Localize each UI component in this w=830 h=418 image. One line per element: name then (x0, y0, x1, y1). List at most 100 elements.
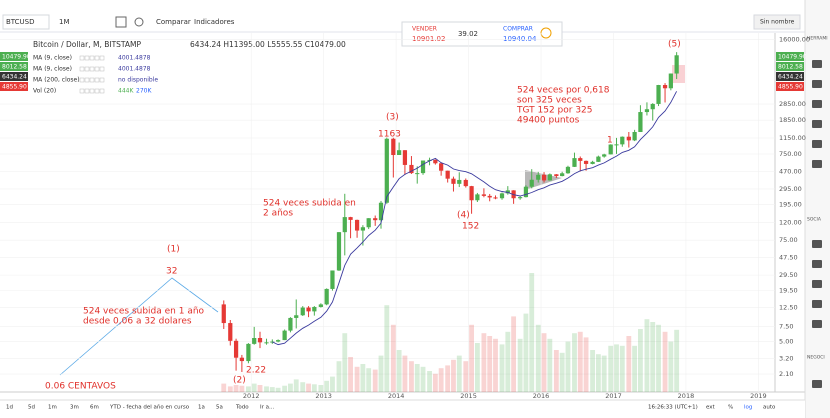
indicator-control[interactable] (89, 66, 95, 72)
indicator-name: MA (200, close) (33, 77, 80, 84)
side-icon[interactable] (812, 280, 822, 288)
side-icon[interactable] (812, 240, 822, 248)
candle-body (596, 156, 601, 162)
volume-bar (638, 329, 643, 392)
range-button[interactable]: 6m (90, 405, 99, 411)
side-icon[interactable] (812, 60, 822, 68)
price-badge-label: 4855.90 (2, 83, 27, 90)
buy-label[interactable]: COMPRAR (503, 26, 533, 33)
range-button[interactable]: 5a (216, 405, 223, 411)
y-tick-label: 2850.00 (779, 100, 806, 108)
side-icon[interactable] (812, 380, 822, 388)
indicator-control[interactable] (89, 88, 95, 94)
annotation: 2.22 (246, 366, 266, 376)
indicator-control[interactable] (84, 55, 90, 61)
candle-body (252, 338, 257, 344)
volume-bar (275, 387, 281, 392)
volume-bar (547, 338, 553, 392)
range-button[interactable]: YTD - fecha del año en curso (109, 405, 190, 411)
candle-body (583, 160, 589, 164)
indicator-control[interactable] (89, 77, 95, 83)
indicator-control[interactable] (99, 77, 105, 83)
side-icon[interactable] (812, 140, 822, 148)
settings-icon[interactable] (134, 17, 144, 27)
volume-bar (565, 341, 571, 392)
indicators[interactable]: Indicadores (194, 18, 235, 26)
volume-bar (487, 336, 493, 392)
side-icon[interactable] (812, 160, 822, 168)
indicator-control[interactable] (99, 66, 105, 72)
volume-bar (282, 385, 288, 392)
indicator-control[interactable] (84, 66, 90, 72)
indicator-control[interactable] (99, 88, 105, 94)
side-panel-label[interactable]: NEGOCI (807, 355, 825, 361)
candle-body (481, 194, 487, 196)
indicator-control[interactable] (79, 77, 85, 83)
scale-option[interactable]: auto (763, 405, 776, 411)
icon[interactable] (115, 16, 127, 28)
sell-price[interactable]: 10901.02 (412, 35, 445, 43)
side-panel-label[interactable]: SOCIA (807, 217, 822, 223)
side-icon[interactable] (812, 300, 822, 308)
scale-option[interactable]: ext (706, 405, 716, 411)
symbol[interactable]: BTCUSD (6, 18, 35, 26)
compare[interactable]: Comparar (156, 18, 191, 26)
layout-name[interactable]: Sin nombre (760, 19, 795, 26)
interval[interactable]: 1M (59, 18, 70, 26)
symbol-box[interactable] (2, 14, 50, 30)
side-icon[interactable] (812, 260, 822, 268)
indicator-control[interactable] (84, 88, 90, 94)
range-button[interactable]: Todo (235, 405, 249, 411)
indicator-control[interactable] (99, 55, 105, 61)
indicator-control[interactable] (94, 55, 100, 61)
volume-bar (342, 333, 348, 392)
indicator-control[interactable] (94, 66, 100, 72)
volume-bar (227, 386, 233, 392)
side-icon[interactable] (812, 80, 822, 88)
indicator-control[interactable] (79, 55, 85, 61)
price-badge (0, 62, 28, 71)
side-panel-label[interactable]: HERRAMI (807, 36, 828, 42)
volume-bar (372, 369, 378, 392)
indicator-control[interactable] (94, 88, 100, 94)
indicator-value: 4001.4878 (118, 55, 151, 62)
candle-body (547, 174, 552, 181)
indicator-control[interactable] (89, 55, 95, 61)
volume-bar (601, 355, 607, 392)
volume-bar (656, 324, 661, 392)
candle-body (463, 179, 468, 187)
annotation: 1163 (378, 130, 401, 140)
layout-box[interactable] (753, 14, 801, 30)
side-icon[interactable] (812, 120, 822, 128)
candle-body (565, 166, 571, 174)
candle-body (409, 164, 414, 174)
sell-label[interactable]: VENDER (412, 26, 437, 33)
order-panel (401, 21, 563, 47)
range-button[interactable]: 3m (70, 405, 79, 411)
range-button[interactable]: 1d (6, 405, 13, 411)
goto[interactable]: Ir a... (260, 405, 274, 411)
range-button[interactable]: 1a (198, 405, 205, 411)
side-icon[interactable] (812, 100, 822, 108)
range-button[interactable]: 1m (48, 405, 57, 411)
ohlc: 6434.24 H11395.00 L5555.55 C10479.00 (190, 40, 346, 49)
candle-body (378, 202, 384, 221)
scale-option[interactable]: log (744, 405, 752, 411)
indicator-control[interactable] (84, 77, 90, 83)
indicator-control[interactable] (94, 77, 100, 83)
scale-option[interactable]: % (728, 405, 733, 411)
candle-body (620, 136, 625, 145)
x-tick-label: 2013 (315, 392, 332, 400)
volume-bar (650, 322, 656, 392)
indicator-name: Vol (20) (33, 88, 56, 95)
x-tick-label: 2014 (388, 392, 405, 400)
indicator-control[interactable] (79, 66, 85, 72)
side-icon[interactable] (812, 320, 822, 328)
buy-price[interactable]: 10940.04 (503, 35, 537, 43)
volume-bar (463, 361, 469, 392)
candle-body (493, 197, 498, 199)
range-button[interactable]: 5d (28, 405, 35, 411)
indicator-control[interactable] (79, 88, 85, 94)
annotation: TGT 152 por 325 (516, 106, 593, 116)
candle-body (300, 307, 305, 316)
